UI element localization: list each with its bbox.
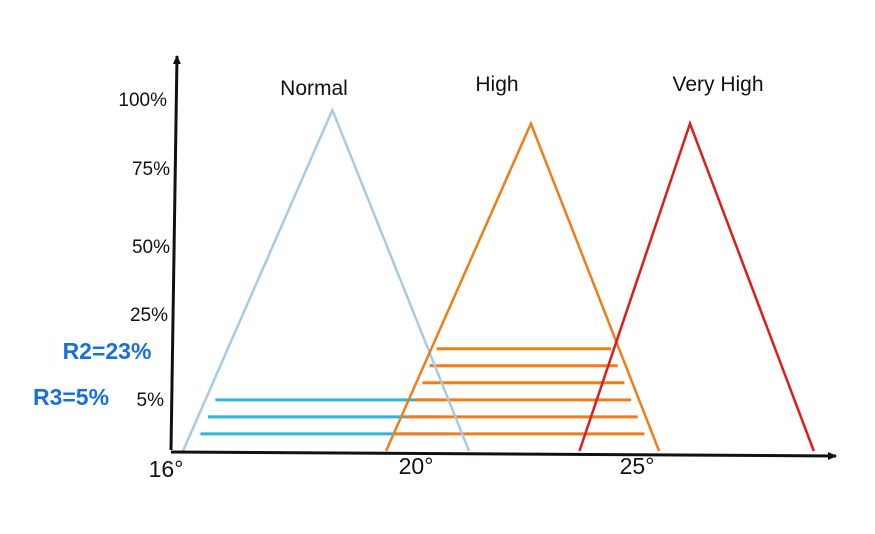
series-label-very-high: Very High	[672, 73, 763, 96]
annotation-r2: R2=23%	[63, 338, 152, 364]
hatch-lines-group	[200, 347, 645, 436]
x-tick-label-20: 20°	[399, 453, 434, 479]
x-tick-label-16: 16°	[149, 456, 184, 482]
series-line-very-high	[578, 119, 815, 452]
y-axis	[169, 55, 181, 451]
y-tick-label-5: 5%	[137, 390, 165, 411]
y-tick-label-75: 75%	[132, 159, 170, 180]
y-tick-label-100: 100%	[118, 90, 167, 111]
annotation-r3: R3=5%	[33, 384, 109, 410]
y-tick-label-50: 50%	[132, 237, 170, 258]
x-axis	[170, 450, 837, 460]
series-line-normal	[181, 106, 471, 452]
series-label-normal: Normal	[280, 77, 348, 100]
series-group	[181, 106, 815, 452]
x-tick-label-25: 25°	[620, 453, 655, 479]
y-tick-label-25: 25%	[130, 305, 168, 326]
series-label-high: High	[475, 73, 518, 96]
series-line-high	[384, 120, 661, 452]
